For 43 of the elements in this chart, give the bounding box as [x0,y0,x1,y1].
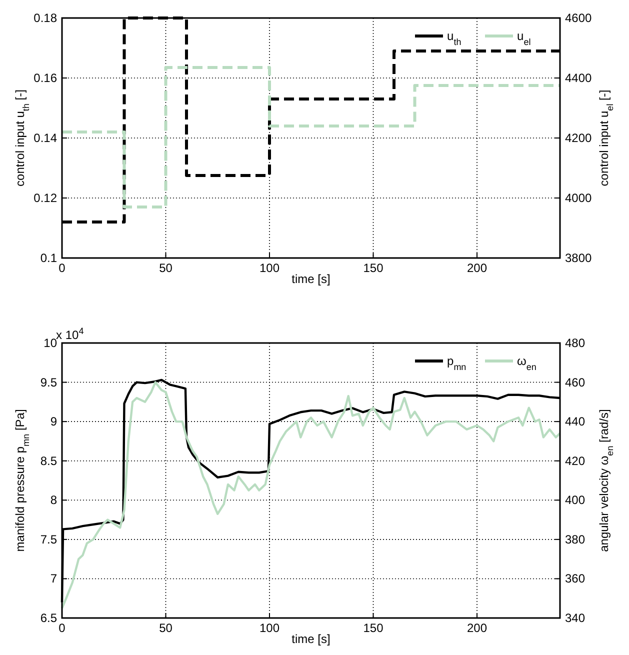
legend-label: p$_{mn}$ [447,354,466,372]
y-tick-label: 7 [50,572,58,586]
x-axis-title: time [s] [292,272,330,286]
y-tick-label: 6.5 [40,611,58,625]
y-tick-label: 0.18 [34,11,58,25]
y2-tick-label: 480 [565,336,586,350]
y-tick-label: 8.5 [40,454,58,468]
y2-tick-label: 340 [565,611,586,625]
x-tick-label: 150 [363,621,384,635]
x-tick-label: 150 [363,261,384,275]
x-axis-title: time [s] [292,632,330,646]
y-tick-label: 0.1 [40,251,58,265]
legend-label: ω$_{en}$ [517,354,536,372]
x-tick-label: 50 [159,261,173,275]
legend-label: u$_{el}$ [517,29,531,47]
x-tick-label: 0 [58,261,66,275]
y2-tick-label: 4600 [565,11,592,25]
legend-label: u$_{th}$ [447,29,462,47]
x-tick-label: 200 [466,261,488,275]
x-tick-label: 200 [466,621,488,635]
y2-tick-label: 3800 [565,251,592,265]
y2-tick-label: 360 [565,572,586,586]
x-tick-label: 50 [159,621,173,635]
y2-tick-label: 440 [565,414,586,429]
y-tick-label: 9 [50,414,58,429]
x-tick-label: 0 [58,621,66,635]
y2-tick-label: 380 [565,532,586,546]
y2-tick-label: 4200 [565,131,592,145]
y-tick-label: 9.5 [40,375,58,390]
y2-tick-label: 420 [565,454,586,468]
y-tick-label: 0.14 [34,131,58,145]
y2-tick-label: 4000 [565,191,592,205]
y-tick-label: 0.12 [34,191,58,205]
y2-tick-label: 4400 [565,71,592,85]
y2-tick-label: 460 [565,375,586,390]
y-tick-label: 8 [50,493,58,508]
x-tick-label: 100 [259,261,280,275]
y-tick-label: 10 [44,336,58,350]
y-tick-label: 7.5 [40,532,58,546]
text: x 10$^{4}$ [56,326,84,342]
y-tick-label: 0.16 [34,71,58,85]
x-tick-label: 100 [259,621,280,635]
y2-tick-label: 400 [565,493,586,508]
